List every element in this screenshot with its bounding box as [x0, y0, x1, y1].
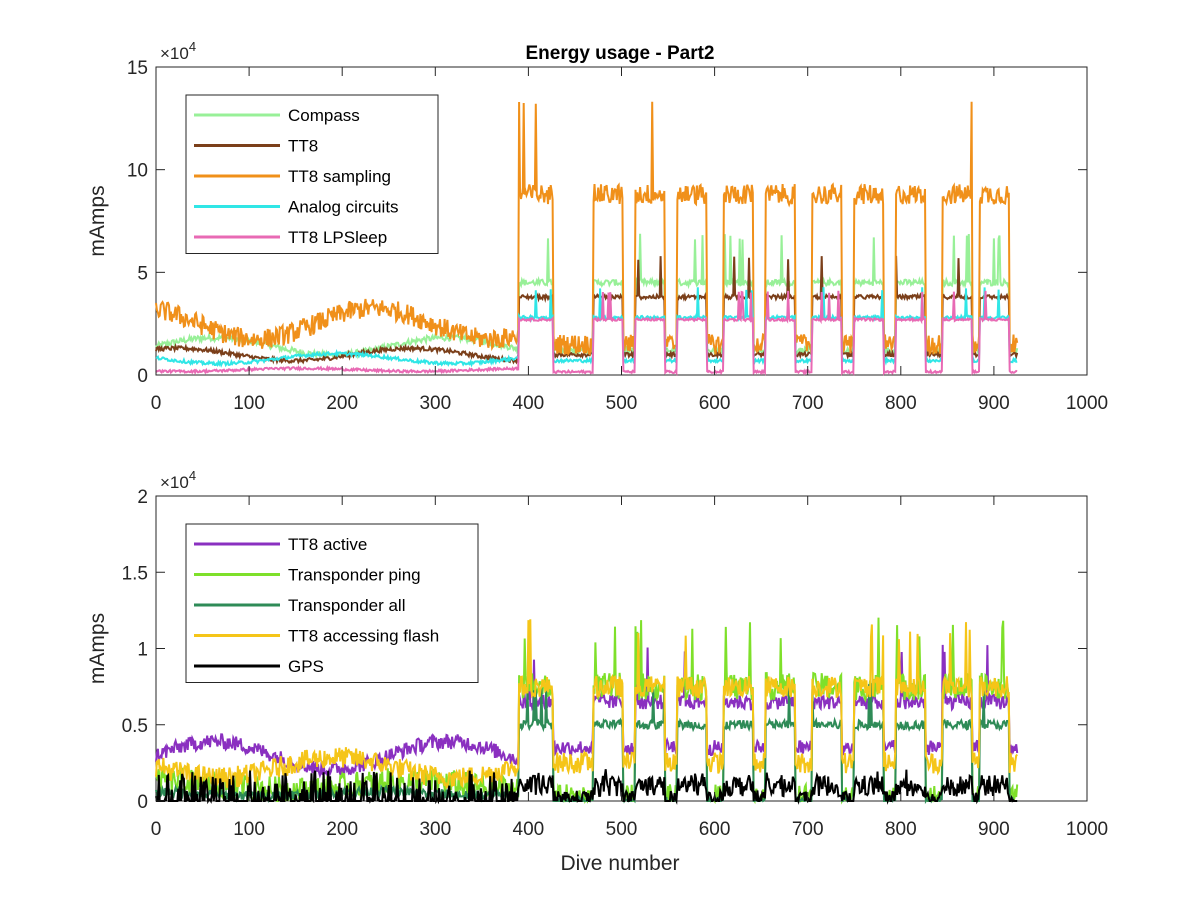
y-exponent-label: ×104	[160, 39, 196, 63]
legend-label: TT8 LPSleep	[288, 228, 387, 247]
series-line-tt8-sampling	[155, 101, 1019, 357]
legend-label: TT8 active	[288, 535, 367, 554]
x-tick-label: 0	[151, 819, 162, 840]
y-axis-label: mAmps	[86, 185, 109, 256]
y-tick-label: 2	[137, 487, 148, 508]
legend: Compass TT8 TT8 sampling Analog circuits TT8…	[185, 94, 439, 254]
series-line-gps	[155, 769, 1018, 805]
y-tick-label: 10	[127, 161, 148, 182]
chart-title: Energy usage - Part2	[525, 43, 714, 64]
x-tick-label: 700	[792, 393, 824, 414]
x-tick-label: 500	[606, 819, 638, 840]
x-axis-label: Dive number	[560, 852, 679, 875]
series-line-tt8-accessing-flash	[155, 619, 1018, 790]
legend-label: Compass	[288, 106, 360, 125]
x-tick-label: 300	[419, 819, 451, 840]
x-tick-label: 100	[233, 819, 265, 840]
legend: TT8 active Transponder ping Transponder al…	[185, 523, 479, 683]
top-panel: 0 100 200 300 400 500 600 700 800 900 1000 0 5 10 15 ×1…	[86, 39, 1108, 414]
x-tick-label: 700	[792, 819, 824, 840]
legend-label: TT8 sampling	[288, 167, 391, 186]
x-tick-label: 900	[978, 393, 1010, 414]
legend-label: Analog circuits	[288, 198, 399, 217]
legend-box	[185, 523, 479, 683]
x-tick-label: 400	[513, 393, 545, 414]
x-tick-label: 400	[513, 819, 545, 840]
y-tick-label: 0	[137, 792, 148, 813]
x-tick-label: 800	[885, 819, 917, 840]
x-tick-label: 1000	[1066, 819, 1108, 840]
x-tick-label: 600	[699, 393, 731, 414]
x-tick-label: 0	[151, 393, 162, 414]
legend-label: GPS	[288, 657, 324, 676]
y-tick-label: 0	[137, 366, 148, 387]
y-tick-label: 1	[137, 640, 148, 661]
bottom-panel: 0 100 200 300 400 500 600 700 800 900 1000 0 0.5 1 1.5…	[86, 468, 1108, 840]
series-line-analog-circuits	[155, 287, 1018, 368]
series-line-tt8	[155, 255, 1019, 365]
series-line-tt8-lpsleep	[155, 290, 1018, 377]
x-tick-label: 600	[699, 819, 731, 840]
legend-label: Transponder ping	[288, 566, 421, 585]
y-tick-label: 1.5	[122, 563, 148, 584]
x-tick-label: 1000	[1066, 393, 1108, 414]
y-tick-label: 5	[137, 263, 148, 284]
legend-label: TT8	[288, 137, 318, 156]
x-tick-label: 900	[978, 819, 1010, 840]
x-tick-label: 200	[326, 393, 358, 414]
y-axis-label: mAmps	[86, 613, 109, 684]
legend-label: TT8 accessing flash	[288, 627, 439, 646]
y-exponent-label: ×104	[160, 468, 196, 492]
x-tick-label: 500	[606, 393, 638, 414]
x-tick-label: 300	[419, 393, 451, 414]
legend-label: Transponder all	[288, 596, 406, 615]
x-tick-label: 800	[885, 393, 917, 414]
y-tick-label: 15	[127, 58, 148, 79]
x-tick-label: 100	[233, 393, 265, 414]
legend-box	[185, 94, 439, 254]
y-tick-label: 0.5	[122, 716, 148, 737]
x-tick-label: 200	[326, 819, 358, 840]
